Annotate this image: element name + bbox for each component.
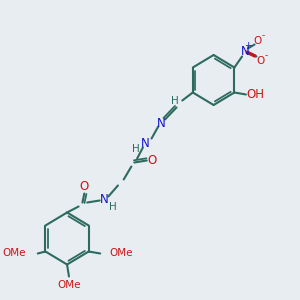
Text: H: H	[109, 202, 117, 212]
Text: OMe: OMe	[3, 248, 26, 259]
Text: O: O	[253, 37, 262, 46]
Text: N: N	[241, 45, 249, 58]
Text: +: +	[244, 41, 252, 50]
Text: N: N	[140, 137, 149, 150]
Text: N: N	[100, 193, 109, 206]
Text: -: -	[264, 51, 268, 60]
Text: O: O	[80, 180, 89, 193]
Text: O: O	[148, 154, 157, 167]
Text: OMe: OMe	[57, 280, 81, 290]
Text: OMe: OMe	[110, 248, 133, 259]
Text: O: O	[256, 56, 264, 65]
Text: N: N	[157, 117, 166, 130]
Text: H: H	[171, 97, 178, 106]
Text: -: -	[262, 31, 265, 40]
Text: OH: OH	[247, 88, 265, 101]
Text: H: H	[132, 145, 140, 154]
